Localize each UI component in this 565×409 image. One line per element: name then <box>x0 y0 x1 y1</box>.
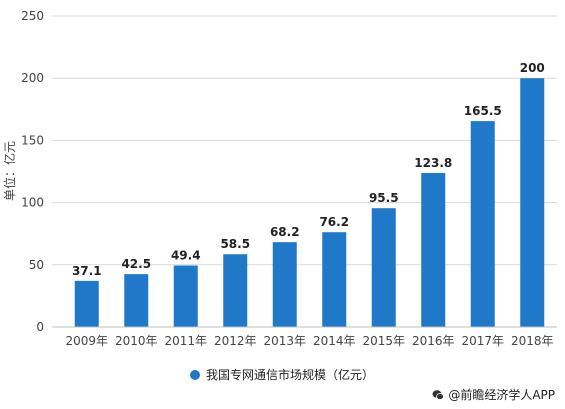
x-tick-label: 2011年 <box>164 334 207 348</box>
bar <box>124 274 149 327</box>
y-tick-label: 250 <box>21 9 44 23</box>
x-tick-label: 2009年 <box>65 334 108 348</box>
bar <box>322 232 347 327</box>
bar-value-label: 165.5 <box>464 104 502 118</box>
y-tick-label: 50 <box>29 258 44 272</box>
bar <box>520 78 545 327</box>
bar <box>371 208 396 327</box>
bar-value-label: 76.2 <box>319 215 349 229</box>
y-tick-label: 100 <box>21 196 44 210</box>
x-tick-label: 2016年 <box>412 334 455 348</box>
bar <box>272 242 297 327</box>
legend: 我国专网通信市场规模（亿元） <box>190 367 374 382</box>
x-tick-label: 2015年 <box>362 334 405 348</box>
bars <box>74 78 545 327</box>
y-tick-label: 200 <box>21 71 44 85</box>
bar-value-label: 95.5 <box>369 191 399 205</box>
bar-value-label: 37.1 <box>72 264 102 278</box>
bar-value-label: 58.5 <box>220 237 250 251</box>
bar-value-label: 68.2 <box>270 225 300 239</box>
x-tick-label: 2017年 <box>461 334 504 348</box>
credit-text: @前瞻经济学人APP <box>448 388 555 402</box>
bar <box>470 121 495 327</box>
y-axis-label: 单位：亿元 <box>2 141 17 201</box>
legend-label: 我国专网通信市场规模（亿元） <box>206 367 374 382</box>
data-labels: 37.1 42.5 49.4 58.5 68.2 76.2 95.5 123.8 165.5 20… <box>72 61 545 278</box>
legend-marker <box>190 370 200 380</box>
y-axis-ticks: 0 50 100 150 200 250 <box>21 9 44 334</box>
y-tick-label: 150 <box>21 133 44 147</box>
bar <box>74 280 99 327</box>
wechat-icon <box>432 389 445 400</box>
bar <box>421 172 446 327</box>
bar-value-label: 200 <box>520 61 545 75</box>
x-tick-label: 2013年 <box>263 334 306 348</box>
x-tick-label: 2010年 <box>115 334 158 348</box>
bar-value-label: 123.8 <box>414 156 452 170</box>
bar <box>223 254 248 327</box>
y-tick-label: 0 <box>36 320 44 334</box>
x-axis-ticks: 2009年 2010年 2011年 2012年 2013年 2014年 2015年 2016年… <box>65 334 553 348</box>
bar-value-label: 49.4 <box>171 249 201 263</box>
x-tick-label: 2012年 <box>214 334 257 348</box>
credit: @前瞻经济学人APP <box>432 386 555 403</box>
bar-value-label: 42.5 <box>121 257 151 271</box>
x-tick-label: 2018年 <box>511 334 554 348</box>
bar <box>173 265 198 327</box>
x-tick-label: 2014年 <box>313 334 356 348</box>
